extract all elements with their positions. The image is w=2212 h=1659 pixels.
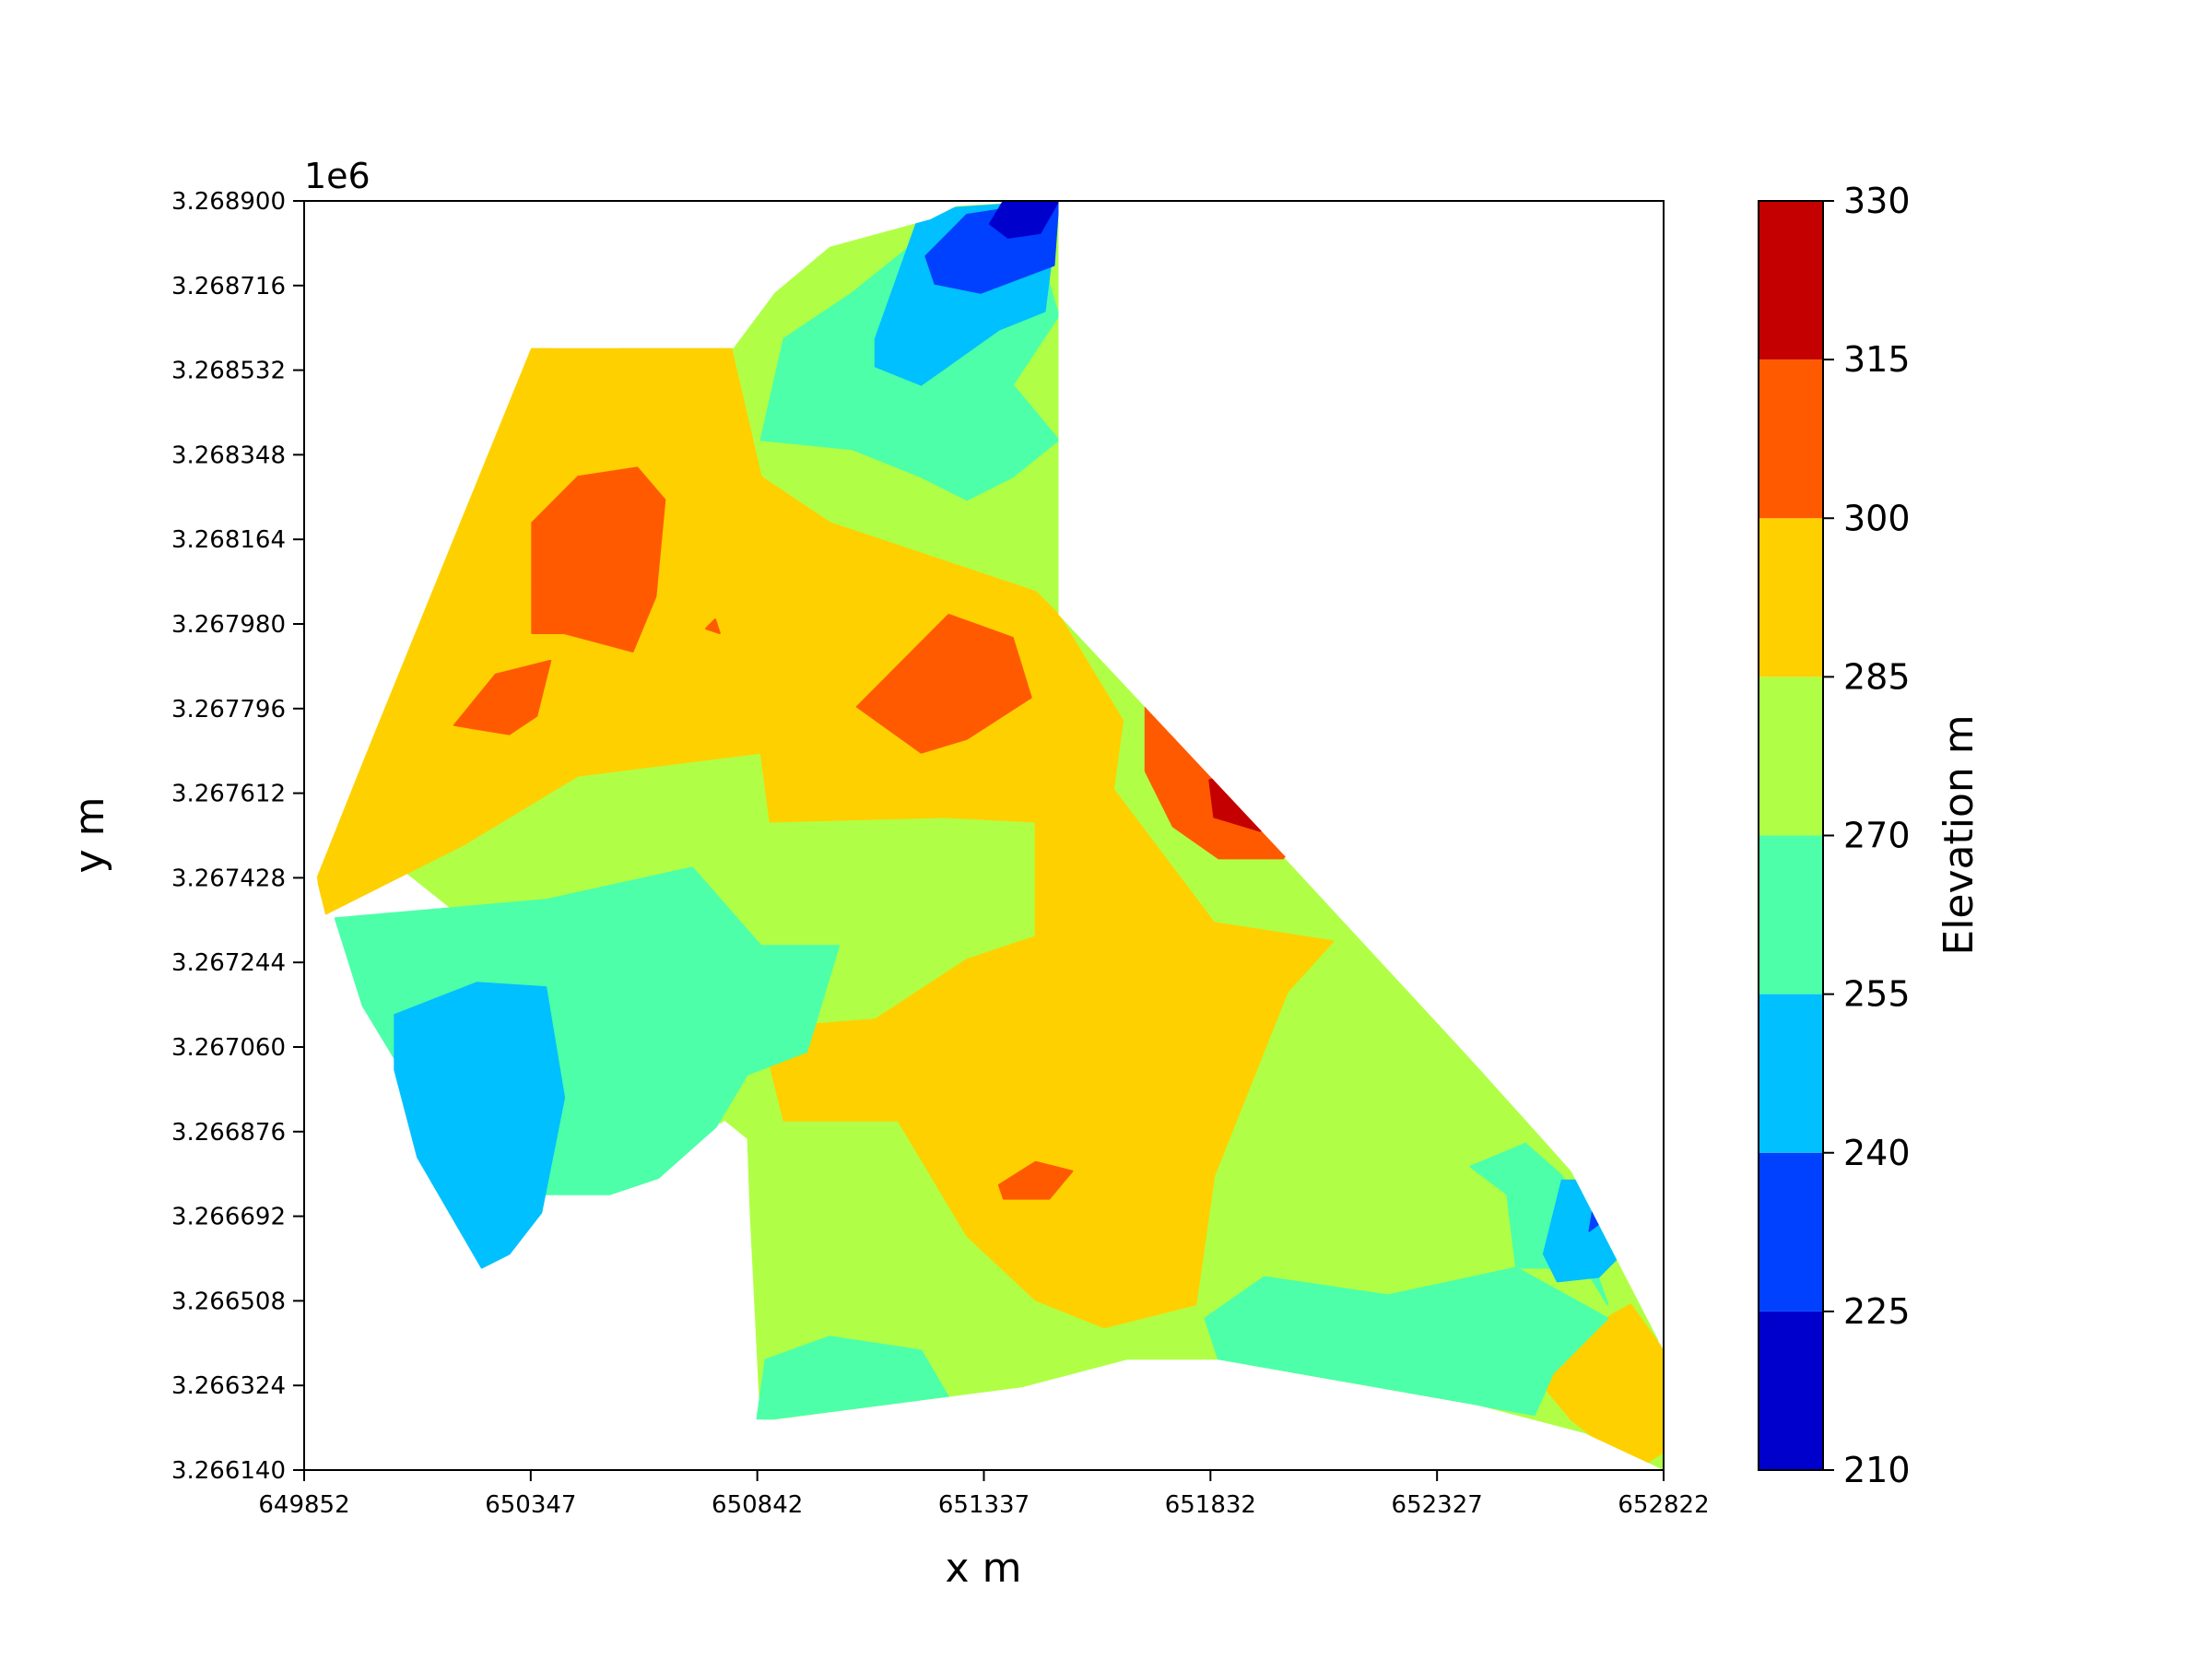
- contour-region-255-270: [1204, 1266, 1609, 1417]
- x-tick-label: 651832: [1165, 1491, 1256, 1519]
- x-tick-label: 650347: [485, 1491, 576, 1519]
- contour-region-300-315: [997, 1160, 1074, 1200]
- y-tick-label: 3.266140: [171, 1457, 286, 1485]
- contour-region-300-315: [531, 466, 666, 653]
- plot-area: [303, 200, 1665, 1471]
- colorbar-tick-label: 225: [1843, 1291, 1911, 1332]
- x-axis-label: x m: [946, 1545, 1022, 1592]
- colorbar-band-270-285: [1759, 677, 1823, 836]
- contour-region-300-315: [705, 618, 721, 634]
- x-tick-label: 651337: [938, 1491, 1030, 1519]
- y-tick-label: 3.266508: [171, 1288, 286, 1315]
- contour-region-240-255: [394, 982, 566, 1269]
- x-tick-label: 652327: [1392, 1491, 1483, 1519]
- colorbar-band-315-330: [1759, 201, 1823, 360]
- x-tick-label: 652822: [1618, 1491, 1709, 1519]
- colorbar-tick-label: 255: [1843, 974, 1911, 1015]
- x-tick-label: 649852: [258, 1491, 349, 1519]
- contour-region-300-315: [453, 659, 552, 735]
- y-tick-label: 3.267244: [171, 949, 286, 977]
- colorbar-band-285-300: [1759, 518, 1823, 677]
- y-axis-label: y m: [66, 797, 113, 874]
- contour-region-300-315: [855, 614, 1032, 754]
- colorbar-tick-label: 240: [1843, 1133, 1911, 1173]
- y-tick-label: 3.266692: [171, 1204, 286, 1231]
- y-tick-label: 3.267980: [171, 611, 286, 639]
- colorbar-tick-label: 300: [1843, 498, 1911, 538]
- y-tick-label: 3.267612: [171, 781, 286, 808]
- colorbar-band-255-270: [1759, 835, 1823, 994]
- colorbar-tick-label: 330: [1843, 181, 1911, 221]
- y-tick-label: 3.266876: [171, 1119, 286, 1147]
- colorbar-bands: [1759, 201, 1823, 1470]
- y-tick-label: 3.267796: [171, 696, 286, 724]
- y-tick-label: 3.268716: [171, 273, 286, 300]
- x-axis: 649852 650347 650842 651337 651832 652327 6528…: [258, 1470, 1710, 1519]
- x-tick-label: 650842: [712, 1491, 803, 1519]
- y-tick-label: 3.266324: [171, 1372, 286, 1400]
- colorbar-tick-label: 285: [1843, 656, 1911, 697]
- colorbar-ticks: 210 225 240 255 270 285 300 315 330: [1823, 181, 1911, 1490]
- colorbar-band-300-315: [1759, 359, 1823, 519]
- y-tick-label: 3.267428: [171, 865, 286, 892]
- y-axis: 3.266140 3.266324 3.266508 3.266692 3.266876…: [171, 188, 304, 1485]
- y-tick-label: 3.268900: [171, 188, 286, 216]
- y-tick-label: 3.268532: [171, 358, 286, 385]
- colorbar-band-210-225: [1759, 1311, 1823, 1470]
- colorbar-band-225-240: [1759, 1152, 1823, 1312]
- y-tick-label: 3.268164: [171, 526, 286, 554]
- y-offset-text: 1e6: [304, 156, 371, 196]
- y-tick-label: 3.267060: [171, 1034, 286, 1062]
- contour-region-210-225: [989, 201, 1060, 239]
- colorbar: 210 225 240 255 270 285 300 315 330 Elevation m: [1758, 181, 1983, 1490]
- colorbar-tick-label: 210: [1843, 1450, 1911, 1490]
- colorbar-tick-label: 270: [1843, 816, 1911, 856]
- colorbar-band-240-255: [1759, 994, 1823, 1153]
- colorbar-tick-label: 315: [1843, 339, 1911, 380]
- colorbar-label: Elevation m: [1936, 714, 1983, 955]
- y-tick-label: 3.268348: [171, 441, 286, 469]
